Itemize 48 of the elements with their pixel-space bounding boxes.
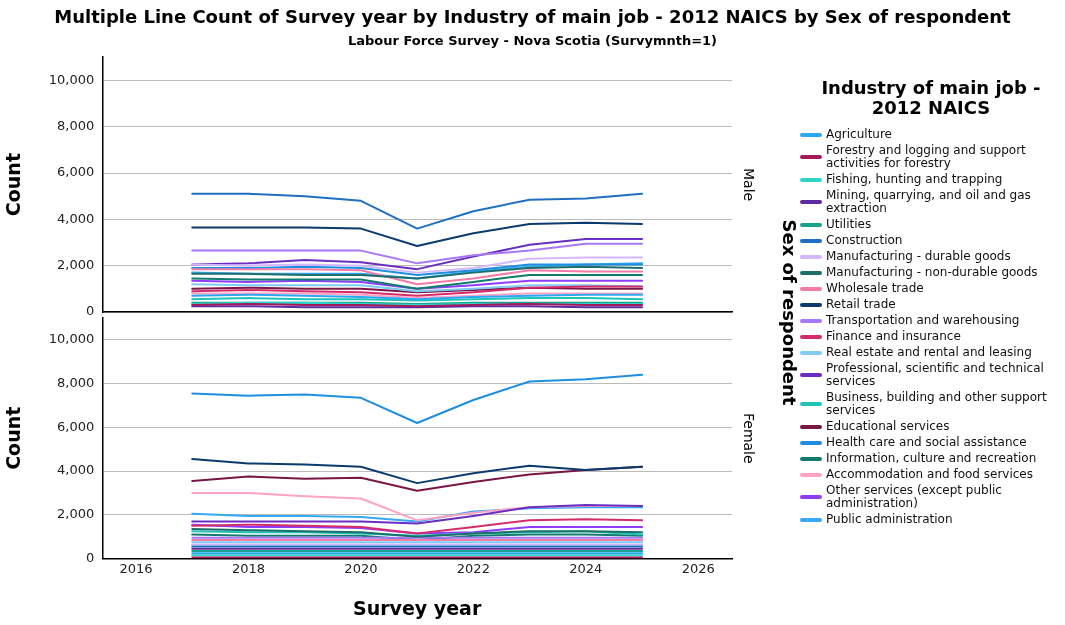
- legend-label: Educational services: [826, 419, 950, 433]
- x-tick-label: 2020: [344, 560, 378, 576]
- text: Sex of respondent: [779, 219, 801, 406]
- y-tick-label: 8,000: [57, 118, 95, 134]
- y-tick-label: 0: [86, 303, 95, 319]
- legend-label: Manufacturing - durable goods: [826, 249, 1011, 263]
- legend-label: Construction: [826, 233, 903, 247]
- y-axis-title: Count: [2, 406, 25, 470]
- legend-label: Utilities: [826, 217, 872, 231]
- legend-label: Agriculture: [826, 127, 892, 141]
- legend-label: Other services (except public administration): [826, 483, 1003, 510]
- text: Female: [741, 412, 758, 464]
- legend-title: Industry of main job - 2012 NAICS: [820, 77, 1042, 118]
- x-tick-label: 2026: [681, 560, 715, 576]
- legend-label: Professional, scientific and technical services: [826, 361, 1045, 388]
- y-tick-label: 6,000: [57, 418, 95, 434]
- y-tick-label: 8,000: [57, 374, 95, 390]
- y-tick-label: 2,000: [57, 257, 95, 273]
- y-axis-title: Count: [2, 153, 25, 217]
- legend-label: Business, building and other support services: [826, 390, 1048, 417]
- legend-label: Fishing, hunting and trapping: [826, 172, 1003, 186]
- legend-label: Public administration: [826, 512, 953, 526]
- legend-label: Manufacturing - non-durable goods: [826, 265, 1038, 279]
- x-tick-label: 2016: [119, 560, 153, 576]
- y-tick-label: 2,000: [57, 506, 95, 522]
- legend-label: Mining, quarrying, and oil and gas extraction: [826, 188, 1032, 215]
- y-tick-label: 4,000: [57, 210, 95, 226]
- x-tick-label: 2022: [456, 560, 490, 576]
- legend-label: Retail trade: [826, 297, 896, 311]
- legend-label: Wholesale trade: [826, 281, 924, 295]
- x-tick-label: 2018: [231, 560, 266, 576]
- legend-label: Real estate and rental and leasing: [826, 345, 1032, 359]
- chart-title: Multiple Line Count of Survey year by Industry of main job - 2012 NAICS by Sex of respondent: [54, 6, 1012, 28]
- chart-subtitle: Labour Force Survey - Nova Scotia (Survymnth=1): [347, 32, 718, 48]
- y-tick-label: 4,000: [57, 462, 95, 478]
- y-tick-label: 10,000: [48, 331, 95, 347]
- legend-label: Health care and social assistance: [826, 435, 1027, 449]
- legend-label: Finance and insurance: [826, 329, 961, 343]
- x-axis-title: Survey year: [352, 596, 482, 619]
- legend-label: Information, culture and recreation: [826, 451, 1037, 465]
- legend-label: Forestry and logging and support activities for forestry: [826, 143, 1027, 170]
- x-tick-label: 2024: [569, 560, 603, 576]
- text: Male: [741, 168, 758, 202]
- legend-label: Transportation and warehousing: [826, 313, 1020, 327]
- y-tick-label: 0: [86, 549, 95, 565]
- y-tick-label: 6,000: [57, 164, 95, 180]
- y-tick-label: 10,000: [48, 71, 95, 87]
- legend-label: Accommodation and food services: [826, 467, 1033, 481]
